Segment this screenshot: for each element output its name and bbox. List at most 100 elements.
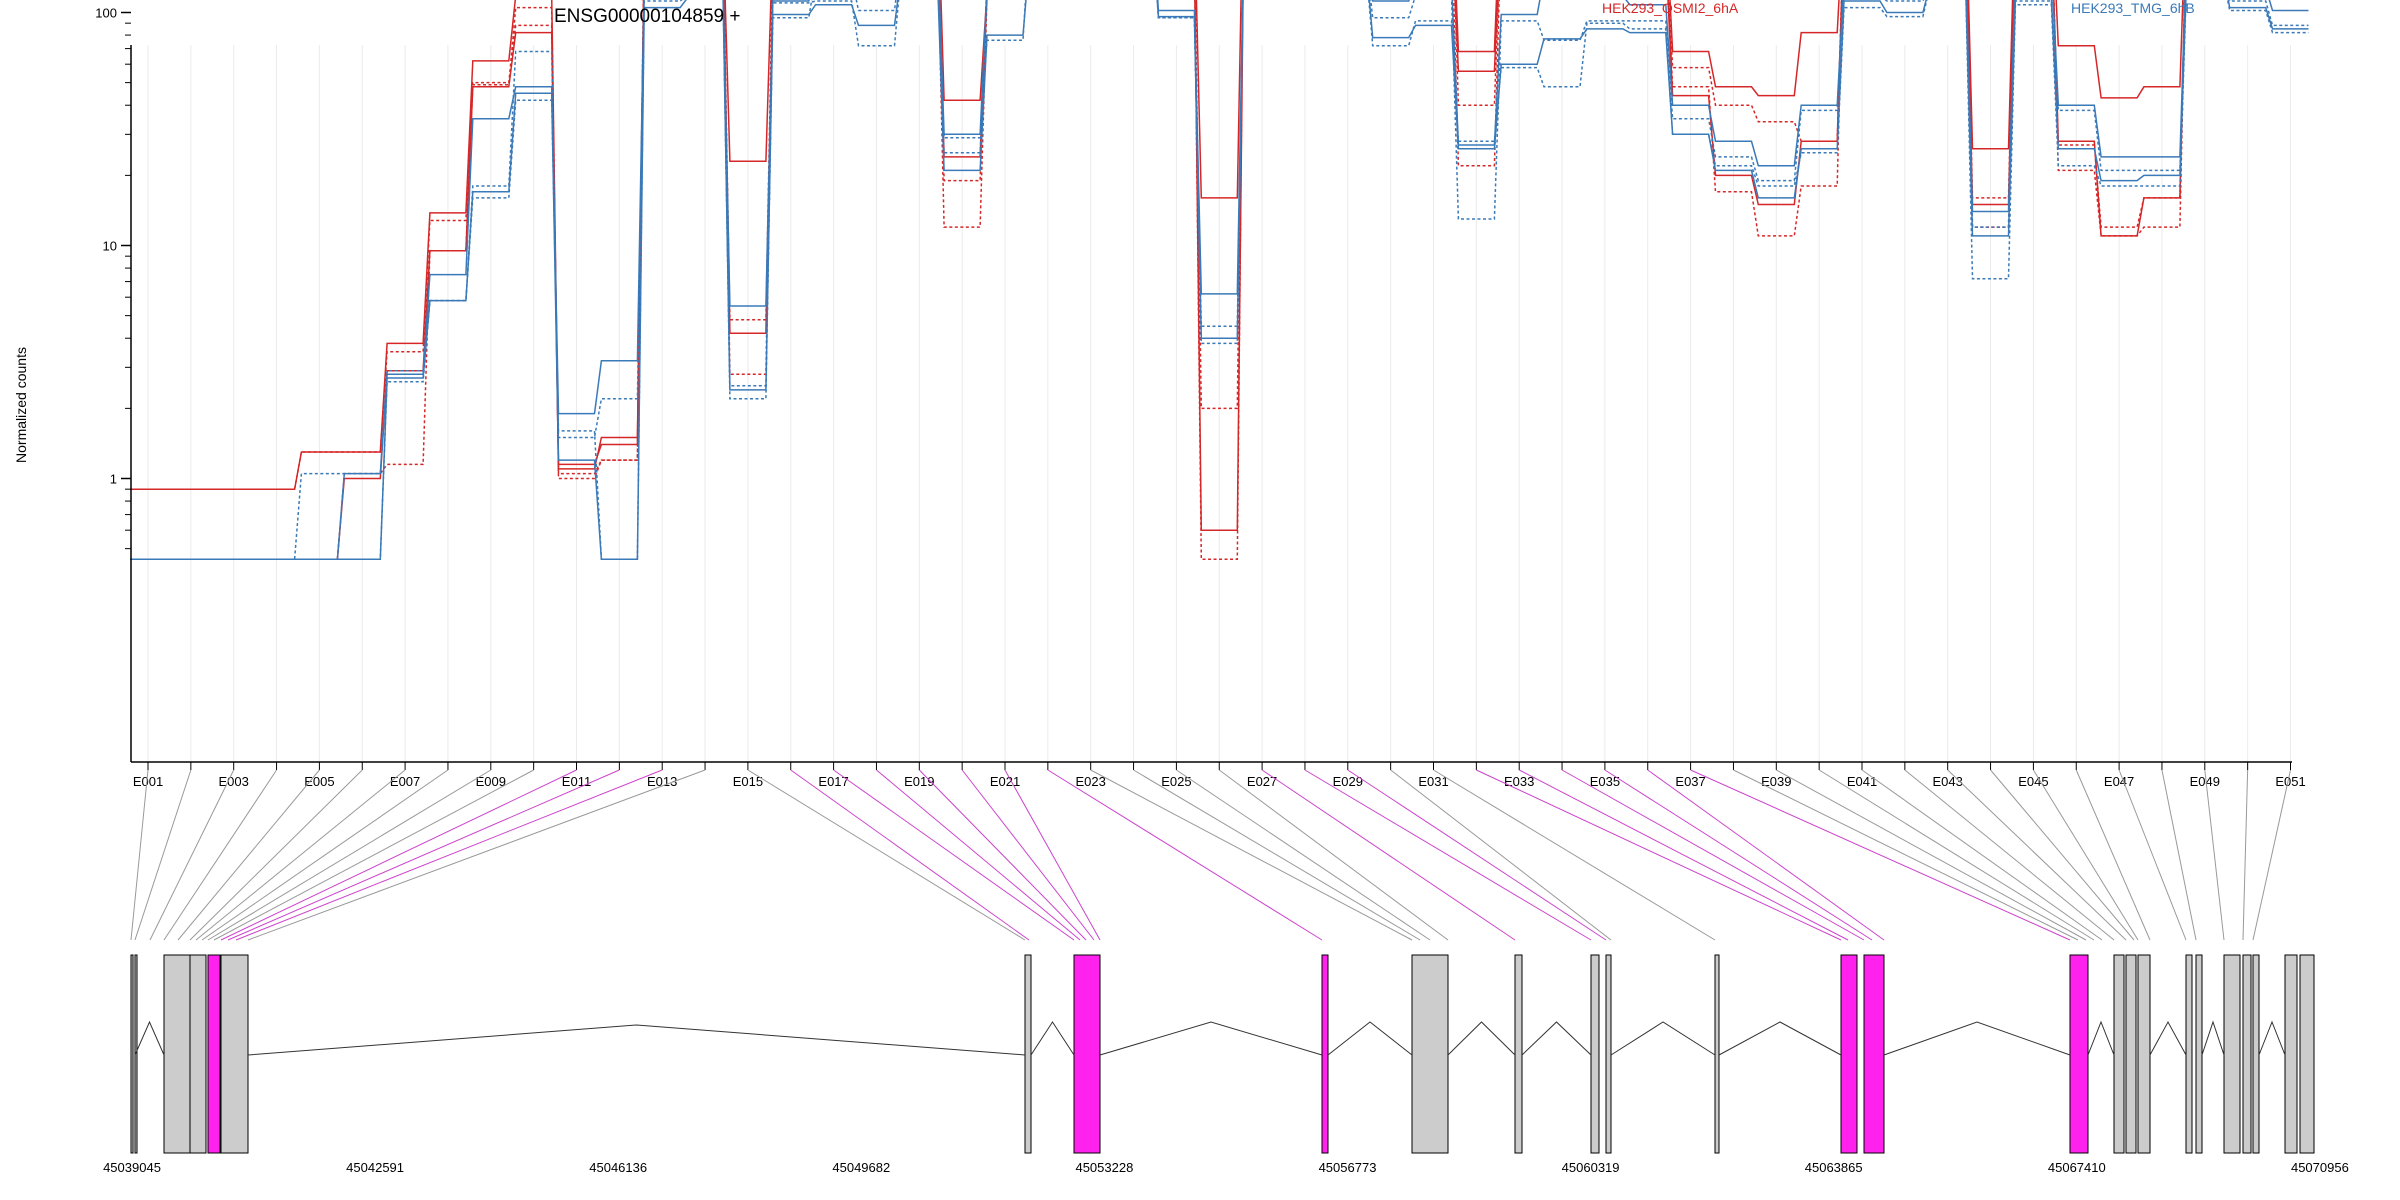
exon-label: E035 xyxy=(1590,774,1620,789)
exon-block xyxy=(1605,954,1612,1154)
exon-block xyxy=(1590,954,1600,1154)
exon-connector xyxy=(2161,769,2197,941)
exon-connector xyxy=(1904,769,2115,941)
exon-label: E027 xyxy=(1247,774,1277,789)
intron-line xyxy=(247,1024,1026,1056)
legend-tmg: HEK293_TMG_6hB xyxy=(2071,0,2195,16)
intron-line xyxy=(1447,1021,1516,1056)
exon-connector xyxy=(149,769,235,941)
exon-connector xyxy=(1518,769,1849,941)
exon-label: E011 xyxy=(562,774,591,789)
genomic-coordinate-label: 45053228 xyxy=(1075,1160,1133,1175)
exon-label: E033 xyxy=(1504,774,1534,789)
exon-label: E043 xyxy=(1933,774,1963,789)
exon-connector xyxy=(1733,769,2079,941)
intron-line xyxy=(1327,1021,1413,1056)
intron-line xyxy=(1030,1021,1075,1056)
y-tick-label: 100 xyxy=(95,6,117,21)
exon-connector xyxy=(130,769,149,941)
series-layer xyxy=(130,0,2309,561)
exon-block xyxy=(1514,954,1523,1154)
osmi2-series-line-2 xyxy=(130,0,2186,490)
exon-block xyxy=(2223,954,2241,1154)
exon-connector xyxy=(1304,769,1592,941)
intron-line xyxy=(1718,1021,1842,1056)
exon-block xyxy=(2137,954,2151,1154)
exon-connector xyxy=(195,769,406,941)
exon-block xyxy=(1321,954,1329,1154)
exon-label: E029 xyxy=(1333,774,1363,789)
exon-connector xyxy=(2075,769,2151,941)
exon-label: E047 xyxy=(2104,774,2134,789)
genomic-coordinate-label: 45063865 xyxy=(1805,1160,1863,1175)
exon-label: E005 xyxy=(304,774,334,789)
genomic-coordinate-label: 45056773 xyxy=(1319,1160,1377,1175)
tmg-series-line-4 xyxy=(130,0,2309,561)
exon-block xyxy=(2284,954,2298,1154)
exon-connector xyxy=(134,769,192,941)
exon-block xyxy=(1714,954,1720,1154)
exon-connector xyxy=(189,769,363,941)
exon-block xyxy=(2113,954,2125,1154)
exon-connector xyxy=(207,769,492,941)
exon-block xyxy=(189,954,207,1154)
tmg-series-line-2 xyxy=(130,0,2309,561)
exon-block xyxy=(1073,954,1101,1154)
exon-connector xyxy=(247,769,706,941)
exon-block xyxy=(1024,954,1032,1154)
exon-block xyxy=(2252,954,2260,1154)
exon-label: E031 xyxy=(1418,774,1448,789)
exon-label: E015 xyxy=(733,774,763,789)
exon-block xyxy=(1863,954,1885,1154)
exon-connector xyxy=(1476,769,1842,941)
osmi2-series-line-4 xyxy=(130,0,2186,561)
exon-label: E049 xyxy=(2190,774,2220,789)
y-tick-label: 10 xyxy=(103,239,117,254)
exon-block xyxy=(2125,954,2137,1154)
exon-connector xyxy=(1776,769,2087,941)
tmg-series-line-1 xyxy=(130,0,2309,561)
exon-connector xyxy=(1047,769,1323,941)
legend-osmi2: HEK293_OSMI2_6hA xyxy=(1602,0,1739,16)
exon-connector xyxy=(2118,769,2187,941)
exon-label: E003 xyxy=(219,774,249,789)
intron-line xyxy=(2149,1020,2187,1056)
exon-connector xyxy=(961,769,1095,941)
exon-label: E041 xyxy=(1847,774,1877,789)
exon-connector xyxy=(1261,769,1516,941)
exon-connector xyxy=(2204,769,2225,941)
osmi2-series-line-1 xyxy=(130,0,2184,490)
exon-connectors xyxy=(130,769,2291,941)
genomic-coordinate-label: 45039045 xyxy=(103,1160,161,1175)
exon-label: E025 xyxy=(1161,774,1191,789)
exon-connector xyxy=(833,769,1075,941)
intron-line xyxy=(1610,1021,1716,1056)
exon-block xyxy=(2299,954,2315,1154)
osmi2-series-line-3 xyxy=(130,0,2186,561)
exon-connector xyxy=(213,769,534,941)
intron-line xyxy=(1883,1021,2071,1056)
exon-connector xyxy=(1218,769,1449,941)
exon-block xyxy=(2185,954,2193,1154)
exon-connector xyxy=(1818,769,2095,941)
exon-block xyxy=(1840,954,1858,1154)
exon-label: E037 xyxy=(1675,774,1705,789)
exon-label: E051 xyxy=(2275,774,2305,789)
exon-connector xyxy=(2242,769,2249,941)
exon-connector xyxy=(1947,769,2127,941)
exon-label: E017 xyxy=(818,774,848,789)
exon-connector xyxy=(227,769,620,941)
exon-block xyxy=(130,954,134,1154)
exon-block xyxy=(2195,954,2203,1154)
x-ticks: E001 E003 E005 E007 E009 E011 E013 E015 E017 E019… xyxy=(133,762,2306,789)
exon-block xyxy=(2242,954,2252,1154)
genomic-coordinate-label: 45046136 xyxy=(589,1160,647,1175)
exon-connector xyxy=(790,769,1030,941)
exon-connector xyxy=(177,769,320,941)
exon-connector xyxy=(201,769,449,941)
exon-label: E007 xyxy=(390,774,420,789)
chart-title: ENSG00000104859 + xyxy=(554,6,740,27)
exon-connector xyxy=(1433,769,1716,941)
exon-connector xyxy=(235,769,663,941)
